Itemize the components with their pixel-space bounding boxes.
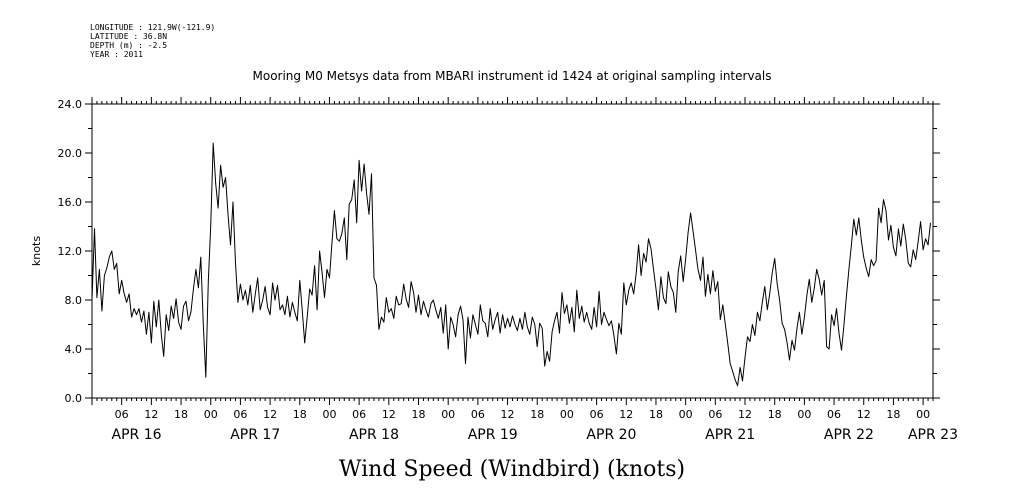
x-day-label: APR 20 [586, 427, 636, 443]
x-hour-label: 06 [352, 408, 366, 421]
wind-speed-series-line [91, 142, 931, 387]
y-tick-label: 8.0 [65, 294, 83, 307]
x-hour-label: 12 [144, 408, 158, 421]
x-hour-label: 06 [708, 408, 722, 421]
x-hour-label: 00 [204, 408, 218, 421]
x-hour-label: 12 [738, 408, 752, 421]
x-hour-label: 18 [649, 408, 663, 421]
x-hour-label: 06 [827, 408, 841, 421]
x-hour-label: 00 [441, 408, 455, 421]
x-hour-label: 06 [590, 408, 604, 421]
x-hour-label: 12 [857, 408, 871, 421]
x-hour-label: 18 [412, 408, 426, 421]
x-hour-label: 00 [679, 408, 693, 421]
x-day-label: APR 19 [468, 427, 518, 443]
y-tick-label: 12.0 [58, 245, 83, 258]
y-tick-label: 0.0 [65, 392, 83, 405]
series-layer [91, 142, 931, 387]
y-tick-label: 24.0 [58, 98, 83, 111]
x-hour-label: 18 [293, 408, 307, 421]
x-hour-label: 18 [886, 408, 900, 421]
x-hour-label: 18 [530, 408, 544, 421]
metadata-header: LONGITUDE : 121.9W(-121.9) LATITUDE : 36… [90, 23, 215, 59]
x-hour-label: 12 [382, 408, 396, 421]
x-hour-label: 12 [501, 408, 515, 421]
x-hour-label: 06 [233, 408, 247, 421]
x-hour-label: 18 [174, 408, 188, 421]
plot-frame [91, 103, 934, 399]
x-hour-label: 00 [560, 408, 574, 421]
y-axis: 0.0 4.0 8.0 12.0 16.0 20.0 24.0 [58, 98, 940, 405]
y-tick-label: 16.0 [58, 196, 83, 209]
latitude-text: LATITUDE : 36.8N [90, 32, 167, 41]
x-hour-label: 18 [768, 408, 782, 421]
x-day-label: APR 23 [908, 427, 958, 443]
year-text: YEAR : 2011 [90, 50, 143, 59]
x-day-label: APR 22 [824, 427, 874, 443]
x-hour-label: 12 [263, 408, 277, 421]
x-hour-label: 06 [115, 408, 129, 421]
longitude-text: LONGITUDE : 121.9W(-121.9) [90, 23, 215, 32]
x-axis: 06 12 18 00 06 12 18 00 06 12 18 00 06 12 18 00 06 12 18 00… [91, 97, 958, 443]
x-day-label: APR 18 [349, 427, 399, 443]
x-hour-label: 00 [916, 408, 930, 421]
x-day-label: APR 16 [112, 427, 162, 443]
y-tick-label: 4.0 [65, 343, 83, 356]
y-tick-label: 20.0 [58, 147, 83, 160]
x-hour-label: 00 [322, 408, 336, 421]
y-axis-label: knots [30, 236, 43, 266]
chart-title: Mooring M0 Metsys data from MBARI instru… [253, 69, 772, 83]
x-hour-label: 12 [619, 408, 633, 421]
x-axis-label: Wind Speed (Windbird) (knots) [339, 457, 685, 482]
depth-text: DEPTH (m) : -2.5 [90, 41, 167, 50]
x-hour-label: 00 [797, 408, 811, 421]
x-day-label: APR 17 [230, 427, 280, 443]
x-hour-label: 06 [471, 408, 485, 421]
x-day-label: APR 21 [705, 427, 755, 443]
